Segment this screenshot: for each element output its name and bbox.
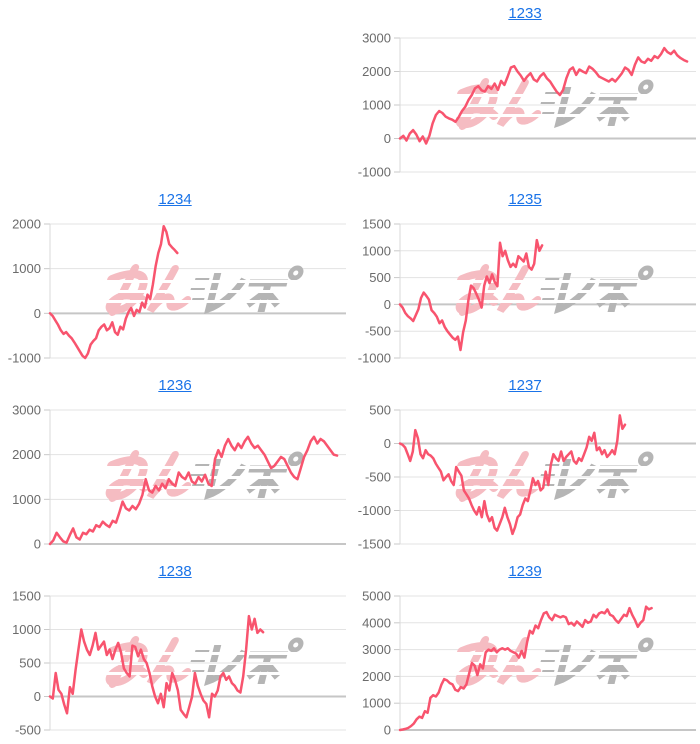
profit-line xyxy=(48,435,339,546)
y-axis-label: 3000 xyxy=(362,642,391,657)
y-axis-label: 1000 xyxy=(12,492,41,507)
chart-link[interactable]: 1235 xyxy=(508,191,542,208)
y-axis-label: 0 xyxy=(384,723,391,738)
line-chart: 500 0 -500 -1000 -1500 xyxy=(358,403,696,552)
minrepo-watermark-icon xyxy=(103,454,302,498)
y-axis-label: 0 xyxy=(34,689,41,704)
chart-link[interactable]: 1239 xyxy=(508,563,542,580)
chart-title: 1238 xyxy=(0,560,350,584)
y-axis-label: 1000 xyxy=(12,622,41,637)
y-axis-label: -1500 xyxy=(358,537,391,552)
chart-title: 1235 xyxy=(350,188,700,212)
y-grid: 3000 2000 1000 0 -1000 xyxy=(358,31,696,180)
chart-title: 1234 xyxy=(0,188,350,212)
y-axis-label: 1000 xyxy=(362,696,391,711)
chart-title: 1237 xyxy=(350,374,700,398)
y-axis-label: -500 xyxy=(15,723,41,738)
chart-title: 1239 xyxy=(350,560,700,584)
y-grid: 1500 1000 500 0 -500 xyxy=(12,589,346,738)
profit-line xyxy=(398,238,544,352)
chart-cell: 1237 500 0 -500 -1000 -1500 xyxy=(350,372,700,558)
y-axis-label: 500 xyxy=(369,403,391,418)
profit-line xyxy=(398,605,653,732)
y-axis-label: 0 xyxy=(384,436,391,451)
y-axis-label: 1500 xyxy=(362,217,391,232)
y-axis-label: 2000 xyxy=(362,669,391,684)
y-axis-label: 500 xyxy=(369,270,391,285)
y-axis-label: 0 xyxy=(34,306,41,321)
chart-cell: 1236 3000 2000 1000 0 xyxy=(0,372,350,558)
y-axis-label: 2000 xyxy=(362,64,391,79)
line-chart: 3000 2000 1000 0 -1000 xyxy=(358,31,696,180)
chart-link[interactable]: 1236 xyxy=(158,377,192,394)
profit-line xyxy=(48,614,265,719)
chart-link[interactable]: 1237 xyxy=(508,377,542,394)
y-axis-label: -500 xyxy=(365,324,391,339)
y-axis-label: -500 xyxy=(365,470,391,485)
y-axis-label: 3000 xyxy=(12,403,41,418)
profit-line xyxy=(398,414,627,536)
chart-title: 1233 xyxy=(350,2,700,26)
line-chart: 2000 1000 0 -1000 xyxy=(8,217,346,366)
y-axis-label: -1000 xyxy=(358,351,391,366)
chart-cell: 1233 3000 2000 1000 0 -1000 xyxy=(350,0,700,186)
chart-cell: 1234 2000 1000 0 -1000 xyxy=(0,186,350,372)
y-axis-label: 0 xyxy=(384,297,391,312)
y-axis-label: 1000 xyxy=(12,261,41,276)
y-axis-label: 3000 xyxy=(362,31,391,46)
chart-link[interactable]: 1234 xyxy=(158,191,192,208)
y-axis-label: 500 xyxy=(19,656,41,671)
y-grid: 5000 4000 3000 2000 1000 0 xyxy=(362,589,696,738)
y-axis-label: 5000 xyxy=(362,589,391,604)
y-axis-label: 1000 xyxy=(362,98,391,113)
minrepo-watermark-icon xyxy=(453,82,652,126)
chart-title: 1236 xyxy=(0,374,350,398)
y-axis-label: 0 xyxy=(384,131,391,146)
y-axis-label: 0 xyxy=(34,537,41,552)
line-chart: 5000 4000 3000 2000 1000 0 xyxy=(362,589,696,738)
y-axis-label: 4000 xyxy=(362,615,391,630)
profit-line xyxy=(398,46,689,145)
chart-link[interactable]: 1238 xyxy=(158,563,192,580)
empty-cell xyxy=(0,0,350,186)
y-grid: 3000 2000 1000 0 xyxy=(12,403,346,552)
y-grid: 1500 1000 500 0 -500 -1000 xyxy=(358,217,696,366)
y-axis-label: -1000 xyxy=(358,165,391,180)
chart-cell: 1238 1500 1000 500 0 -500 xyxy=(0,558,350,744)
chart-cell: 1235 1500 1000 500 0 -500 -1000 xyxy=(350,186,700,372)
profit-line xyxy=(48,224,179,360)
y-axis-label: 2000 xyxy=(12,447,41,462)
y-axis-label: -1000 xyxy=(358,503,391,518)
line-chart: 1500 1000 500 0 -500 -1000 xyxy=(358,217,696,366)
y-axis-label: 1500 xyxy=(12,589,41,604)
line-chart: 1500 1000 500 0 -500 xyxy=(12,589,346,738)
y-grid: 500 0 -500 -1000 -1500 xyxy=(358,403,696,552)
y-grid: 2000 1000 0 -1000 xyxy=(8,217,346,366)
minrepo-watermark-icon xyxy=(103,268,302,312)
y-axis-label: 2000 xyxy=(12,217,41,232)
chart-cell: 1239 5000 4000 3000 2000 1000 0 xyxy=(350,558,700,744)
chart-link[interactable]: 1233 xyxy=(508,5,542,22)
line-chart: 3000 2000 1000 0 xyxy=(12,403,346,552)
y-axis-label: 1000 xyxy=(362,243,391,258)
y-axis-label: -1000 xyxy=(8,351,41,366)
